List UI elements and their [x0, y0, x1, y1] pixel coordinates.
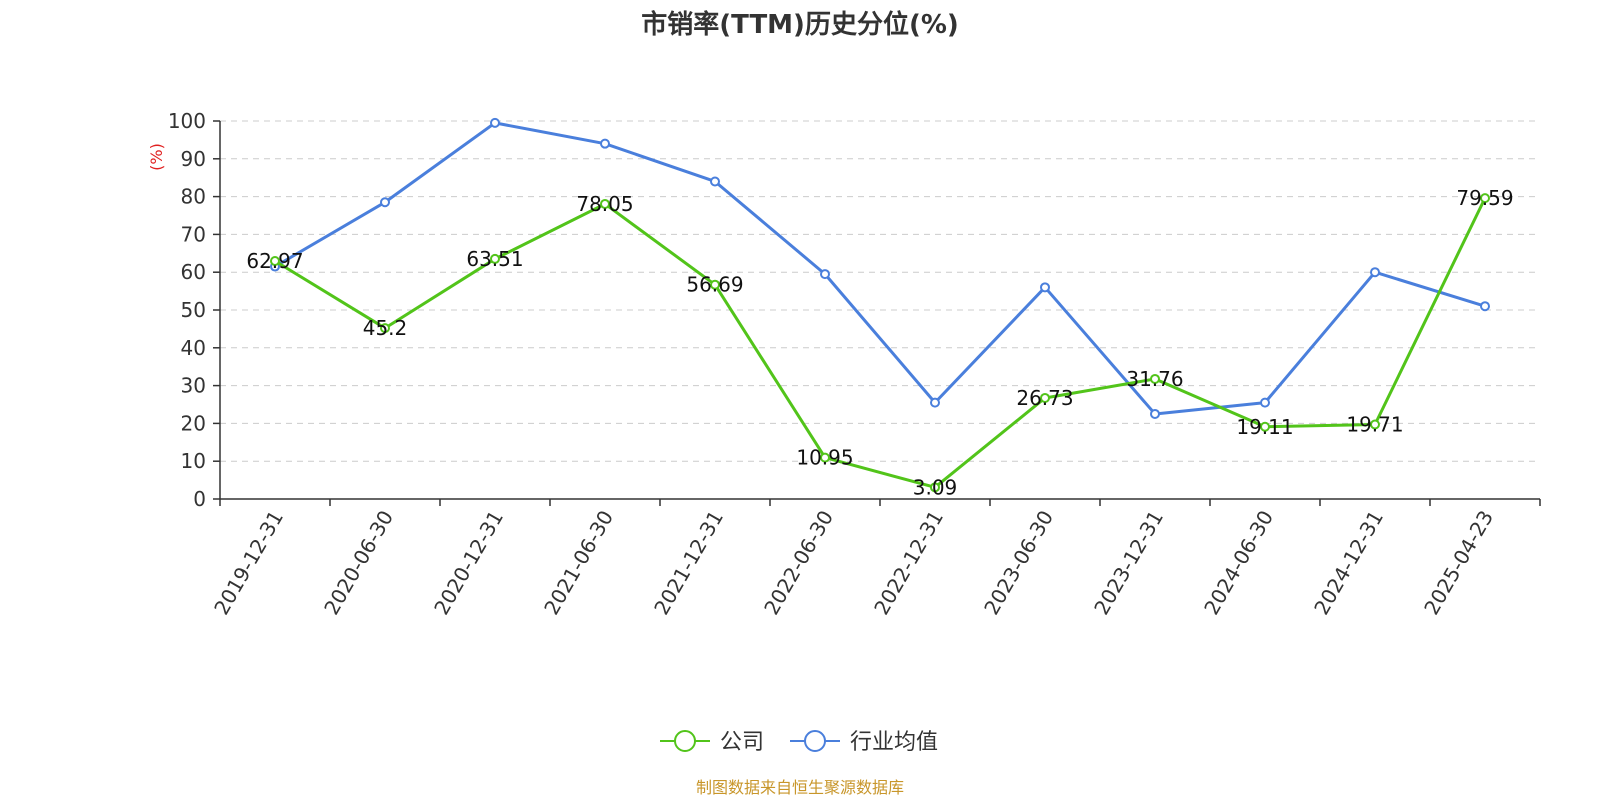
data-label: 56.69 — [686, 273, 743, 297]
data-label: 26.73 — [1016, 386, 1073, 410]
data-point-1[interactable] — [930, 397, 940, 408]
data-point-0[interactable] — [710, 279, 720, 290]
legend-company-marker — [674, 730, 696, 752]
data-point-0[interactable] — [1040, 392, 1050, 403]
y-tick-label: 10 — [181, 449, 206, 473]
y-tick-label: 80 — [181, 185, 206, 209]
y-tick-label: 20 — [181, 411, 206, 435]
data-point-0[interactable] — [1260, 421, 1270, 432]
legend-industry-marker — [804, 730, 826, 752]
data-label: 78.05 — [576, 192, 633, 216]
data-labels: 62.97 45.2 63.51 78.05 56.69 10.95 3.09 26.73 31… — [246, 186, 1513, 499]
series-line-1 — [274, 121, 1486, 416]
data-label: 19.11 — [1236, 415, 1293, 439]
series-layer — [270, 117, 1490, 493]
data-point-0[interactable] — [600, 198, 610, 209]
data-point-1[interactable] — [1150, 408, 1160, 419]
x-tick-label: 2025-04-23 — [1419, 506, 1498, 619]
legend-industry-label: 行业均值 — [850, 730, 938, 755]
legend-company-label: 公司 — [720, 730, 764, 755]
data-point-1[interactable] — [820, 269, 830, 280]
data-label: 31.76 — [1126, 367, 1183, 391]
data-label: 79.59 — [1456, 186, 1513, 210]
x-tick-label: 2021-06-30 — [539, 506, 618, 619]
data-point-1[interactable] — [1040, 282, 1050, 293]
y-tick-label: 30 — [181, 374, 206, 398]
data-label: 63.51 — [466, 247, 523, 271]
x-tick-label: 2019-12-31 — [209, 506, 288, 619]
series-line-0 — [274, 197, 1487, 489]
data-point-0[interactable] — [490, 253, 500, 264]
y-tick-label: 0 — [193, 487, 206, 511]
data-point-1[interactable] — [710, 176, 720, 187]
x-tick-label: 2024-06-30 — [1199, 506, 1278, 619]
y-tick-label: 40 — [181, 336, 206, 360]
x-tick-label: 2023-06-30 — [979, 506, 1058, 619]
data-label: 19.71 — [1346, 412, 1403, 436]
data-point-0[interactable] — [930, 482, 940, 493]
data-point-0[interactable] — [1370, 419, 1380, 430]
x-tick-label: 2021-12-31 — [649, 506, 728, 619]
x-tick-label: 2024-12-31 — [1309, 506, 1388, 619]
data-label: 62.97 — [246, 249, 303, 273]
data-point-1[interactable] — [490, 117, 500, 128]
y-tick-label: 50 — [181, 298, 206, 322]
data-point-1[interactable] — [1480, 301, 1490, 312]
legend-item-company[interactable]: 公司 — [660, 730, 764, 755]
data-point-1[interactable] — [1260, 397, 1270, 408]
x-ticks: 2019-12-31 2020-06-30 2020-12-31 2021-06-30… — [209, 499, 1541, 619]
data-point-1[interactable] — [600, 138, 610, 149]
data-point-1[interactable] — [380, 197, 390, 208]
x-tick-label: 2020-06-30 — [319, 506, 398, 619]
y-tick-label: 90 — [181, 147, 206, 171]
source-note: 制图数据来自恒生聚源数据库 — [696, 778, 904, 797]
data-label: 45.2 — [363, 316, 408, 340]
data-point-1[interactable] — [1370, 267, 1380, 278]
legend-item-industry-average[interactable]: 行业均值 — [790, 730, 938, 755]
y-tick-label: 60 — [181, 260, 206, 284]
data-point-0[interactable] — [1150, 373, 1160, 384]
data-label: 10.95 — [796, 446, 853, 470]
chart-title: 市销率(TTM)历史分位(%) — [641, 9, 959, 40]
data-point-0[interactable] — [270, 255, 280, 266]
y-tick-label: 100 — [168, 109, 206, 133]
legend: 公司 行业均值 — [660, 730, 938, 755]
grid — [220, 120, 1540, 462]
y-axis-label: (%) — [147, 143, 166, 171]
x-tick-label: 2022-06-30 — [759, 506, 838, 619]
data-point-0[interactable] — [1480, 193, 1490, 204]
y-ticks: 0 10 20 30 40 50 60 70 80 90 100 — [168, 109, 220, 511]
data-point-0[interactable] — [380, 323, 390, 334]
y-tick-label: 70 — [181, 222, 206, 246]
x-tick-label: 2022-12-31 — [869, 506, 948, 619]
x-tick-label: 2023-12-31 — [1089, 506, 1168, 619]
data-point-0[interactable] — [820, 452, 830, 463]
x-tick-label: 2020-12-31 — [429, 506, 508, 619]
data-label: 3.09 — [913, 475, 958, 499]
